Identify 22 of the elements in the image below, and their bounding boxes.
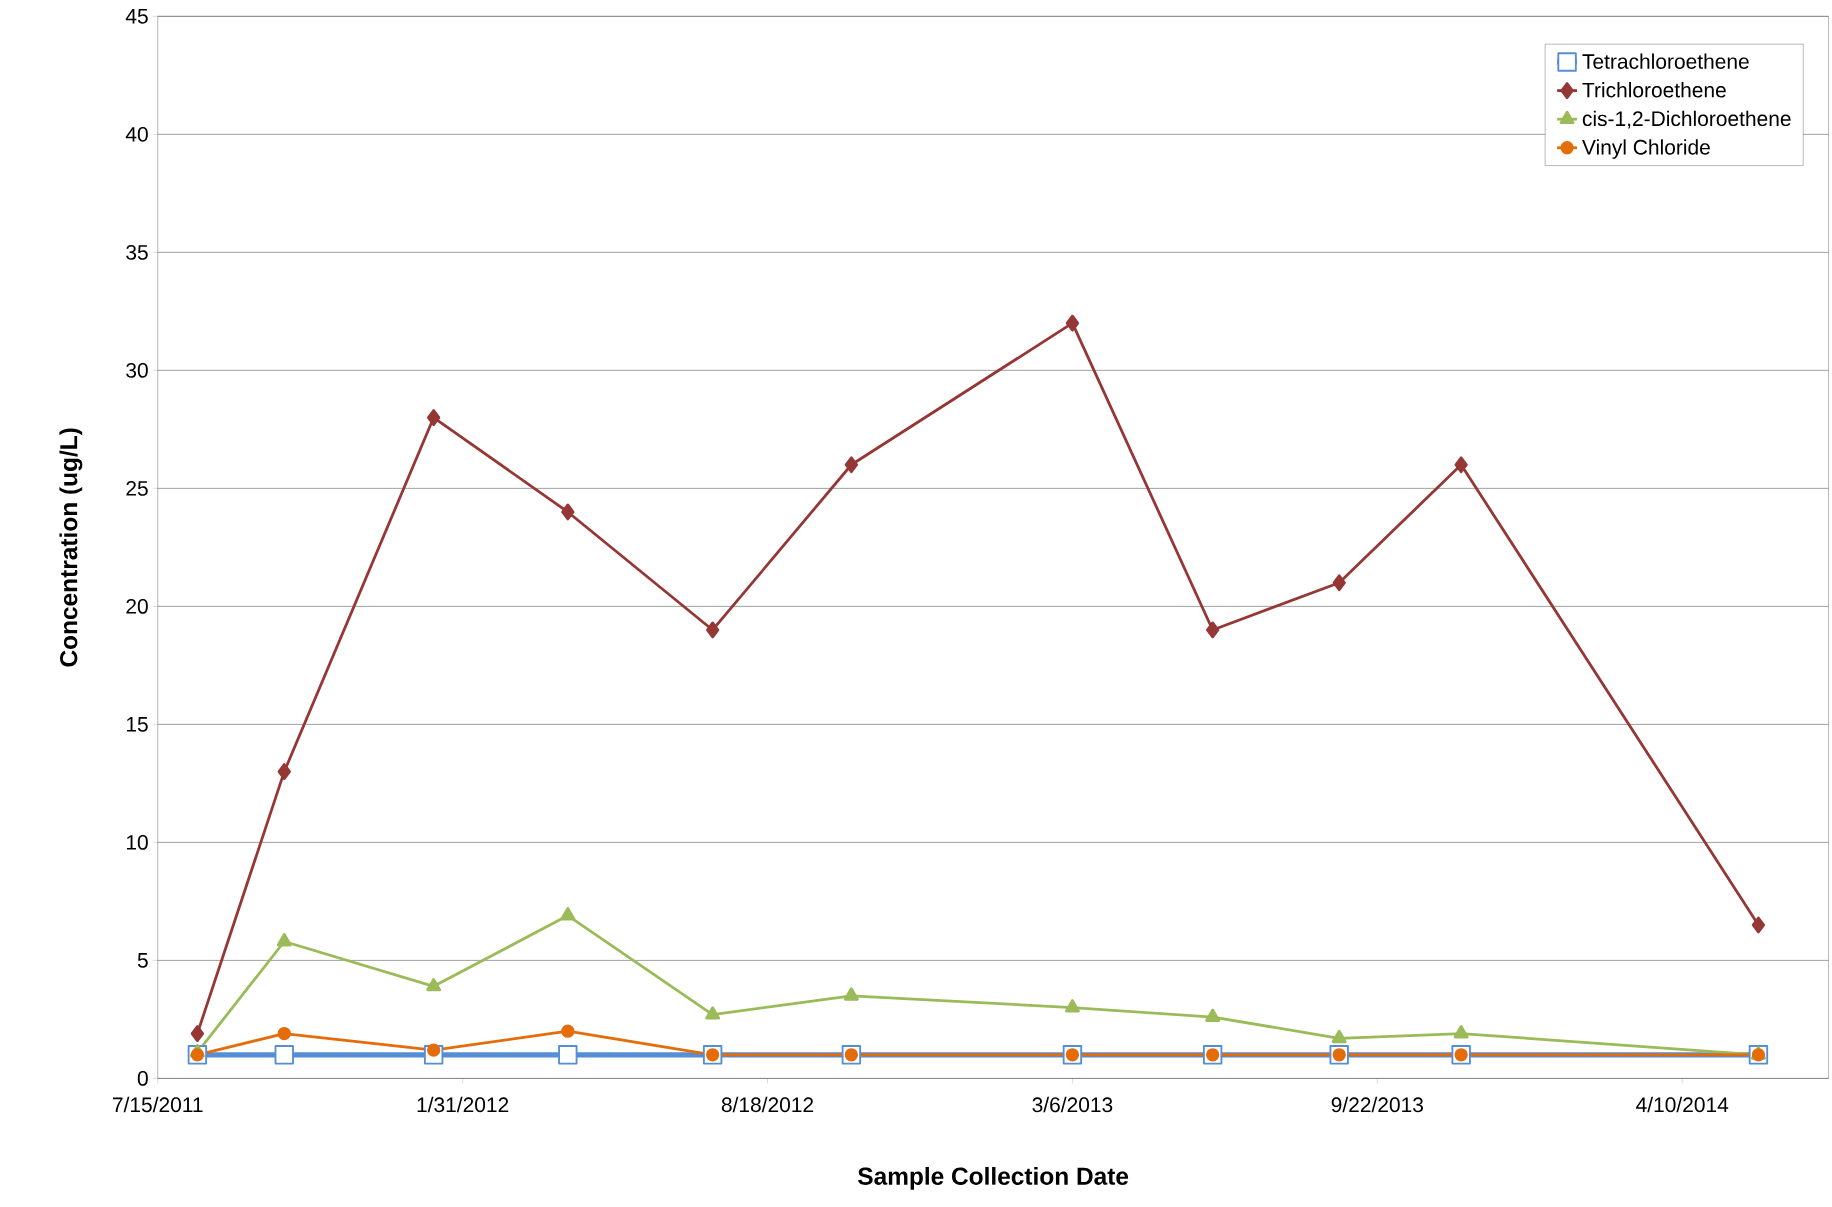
y-tick-label: 10 <box>126 834 148 850</box>
y-tick-label: 40 <box>125 126 148 142</box>
x-tick-label: 9/22/2013 <box>1331 1096 1423 1113</box>
x-tick-label: 8/18/2012 <box>721 1096 814 1113</box>
x-tick-label: 3/6/2013 <box>1032 1096 1113 1113</box>
y-axis-title: Concentration (ug/L) <box>59 428 83 667</box>
y-tick-label: 0 <box>137 1071 148 1086</box>
x-axis-title: Sample Collection Date <box>858 1166 1129 1190</box>
y-tick-label: 45 <box>125 9 148 24</box>
y-tick-label: 25 <box>126 480 148 496</box>
y-tick-label: 20 <box>126 598 148 614</box>
y-tick-label: 35 <box>126 244 148 260</box>
y-tick-label: 5 <box>137 953 148 968</box>
x-tick-label: 1/31/2012 <box>417 1096 509 1113</box>
legend-label: Vinyl Chloride <box>1582 139 1710 159</box>
x-tick-label: 4/10/2014 <box>1636 1096 1729 1113</box>
legend-label: Tetrachloroethene <box>1582 53 1749 69</box>
y-tick-label: 15 <box>126 717 148 732</box>
y-tick-label: 30 <box>126 362 148 378</box>
legend-label: Trichloroethene <box>1582 82 1726 98</box>
legend-label: cis-1,2-Dichloroethene <box>1582 110 1791 129</box>
x-tick-label: 7/15/2011 <box>112 1096 203 1113</box>
